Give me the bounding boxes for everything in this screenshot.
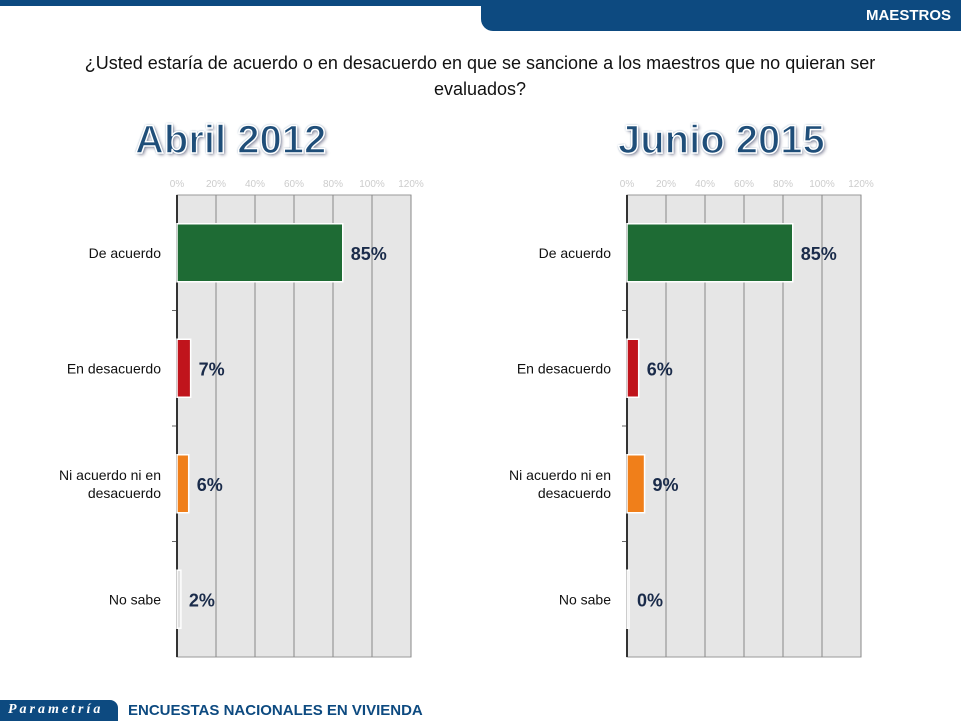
- parametria-logo: Parametría: [0, 700, 118, 721]
- x-tick-label: 100%: [359, 179, 385, 190]
- x-tick-label: 60%: [284, 179, 304, 190]
- top-band: [0, 0, 961, 6]
- data-label: 0%: [637, 590, 663, 610]
- chart-title-left: Abril 2012: [134, 117, 327, 163]
- x-tick-label: 20%: [656, 179, 676, 190]
- footer-text: ENCUESTAS NACIONALES EN VIVIENDA: [128, 702, 423, 719]
- bar: [176, 569, 182, 629]
- bar: [176, 223, 344, 283]
- data-label: 85%: [351, 244, 387, 264]
- x-tick-label: 80%: [773, 179, 793, 190]
- category-label: Ni acuerdo ni en: [509, 467, 611, 483]
- section-tab: MAESTROS: [481, 0, 961, 31]
- category-label: desacuerdo: [88, 485, 161, 501]
- section-title: MAESTROS: [865, 7, 951, 24]
- category-label: Ni acuerdo ni en: [59, 467, 161, 483]
- category-label: De acuerdo: [539, 245, 612, 261]
- x-tick-label: 60%: [734, 179, 754, 190]
- x-tick-label: 80%: [323, 179, 343, 190]
- data-label: 6%: [197, 475, 223, 495]
- x-tick-label: 120%: [398, 179, 424, 190]
- bar: [626, 569, 630, 629]
- chart-title-right: Junio 2015: [617, 117, 825, 163]
- data-label: 2%: [189, 590, 215, 610]
- x-tick-label: 40%: [245, 179, 265, 190]
- category-label: No sabe: [559, 591, 611, 607]
- x-tick-label: 120%: [848, 179, 874, 190]
- bar: [626, 338, 640, 398]
- data-label: 6%: [647, 359, 673, 379]
- x-tick-label: 40%: [695, 179, 715, 190]
- data-label: 7%: [199, 359, 225, 379]
- question-text: ¿Usted estaría de acuerdo o en desacuerd…: [84, 53, 876, 99]
- bar: [626, 454, 646, 514]
- category-label: No sabe: [109, 591, 161, 607]
- bar: [176, 338, 192, 398]
- bar: [626, 223, 794, 283]
- data-label: 85%: [801, 244, 837, 264]
- x-tick-label: 100%: [809, 179, 835, 190]
- category-label: En desacuerdo: [67, 360, 161, 376]
- x-tick-label: 0%: [620, 179, 635, 190]
- data-label: 9%: [653, 475, 679, 495]
- category-label: En desacuerdo: [517, 360, 611, 376]
- category-label: De acuerdo: [89, 245, 162, 261]
- x-tick-label: 0%: [170, 179, 185, 190]
- x-tick-label: 20%: [206, 179, 226, 190]
- category-label: desacuerdo: [538, 485, 611, 501]
- bar: [176, 454, 190, 514]
